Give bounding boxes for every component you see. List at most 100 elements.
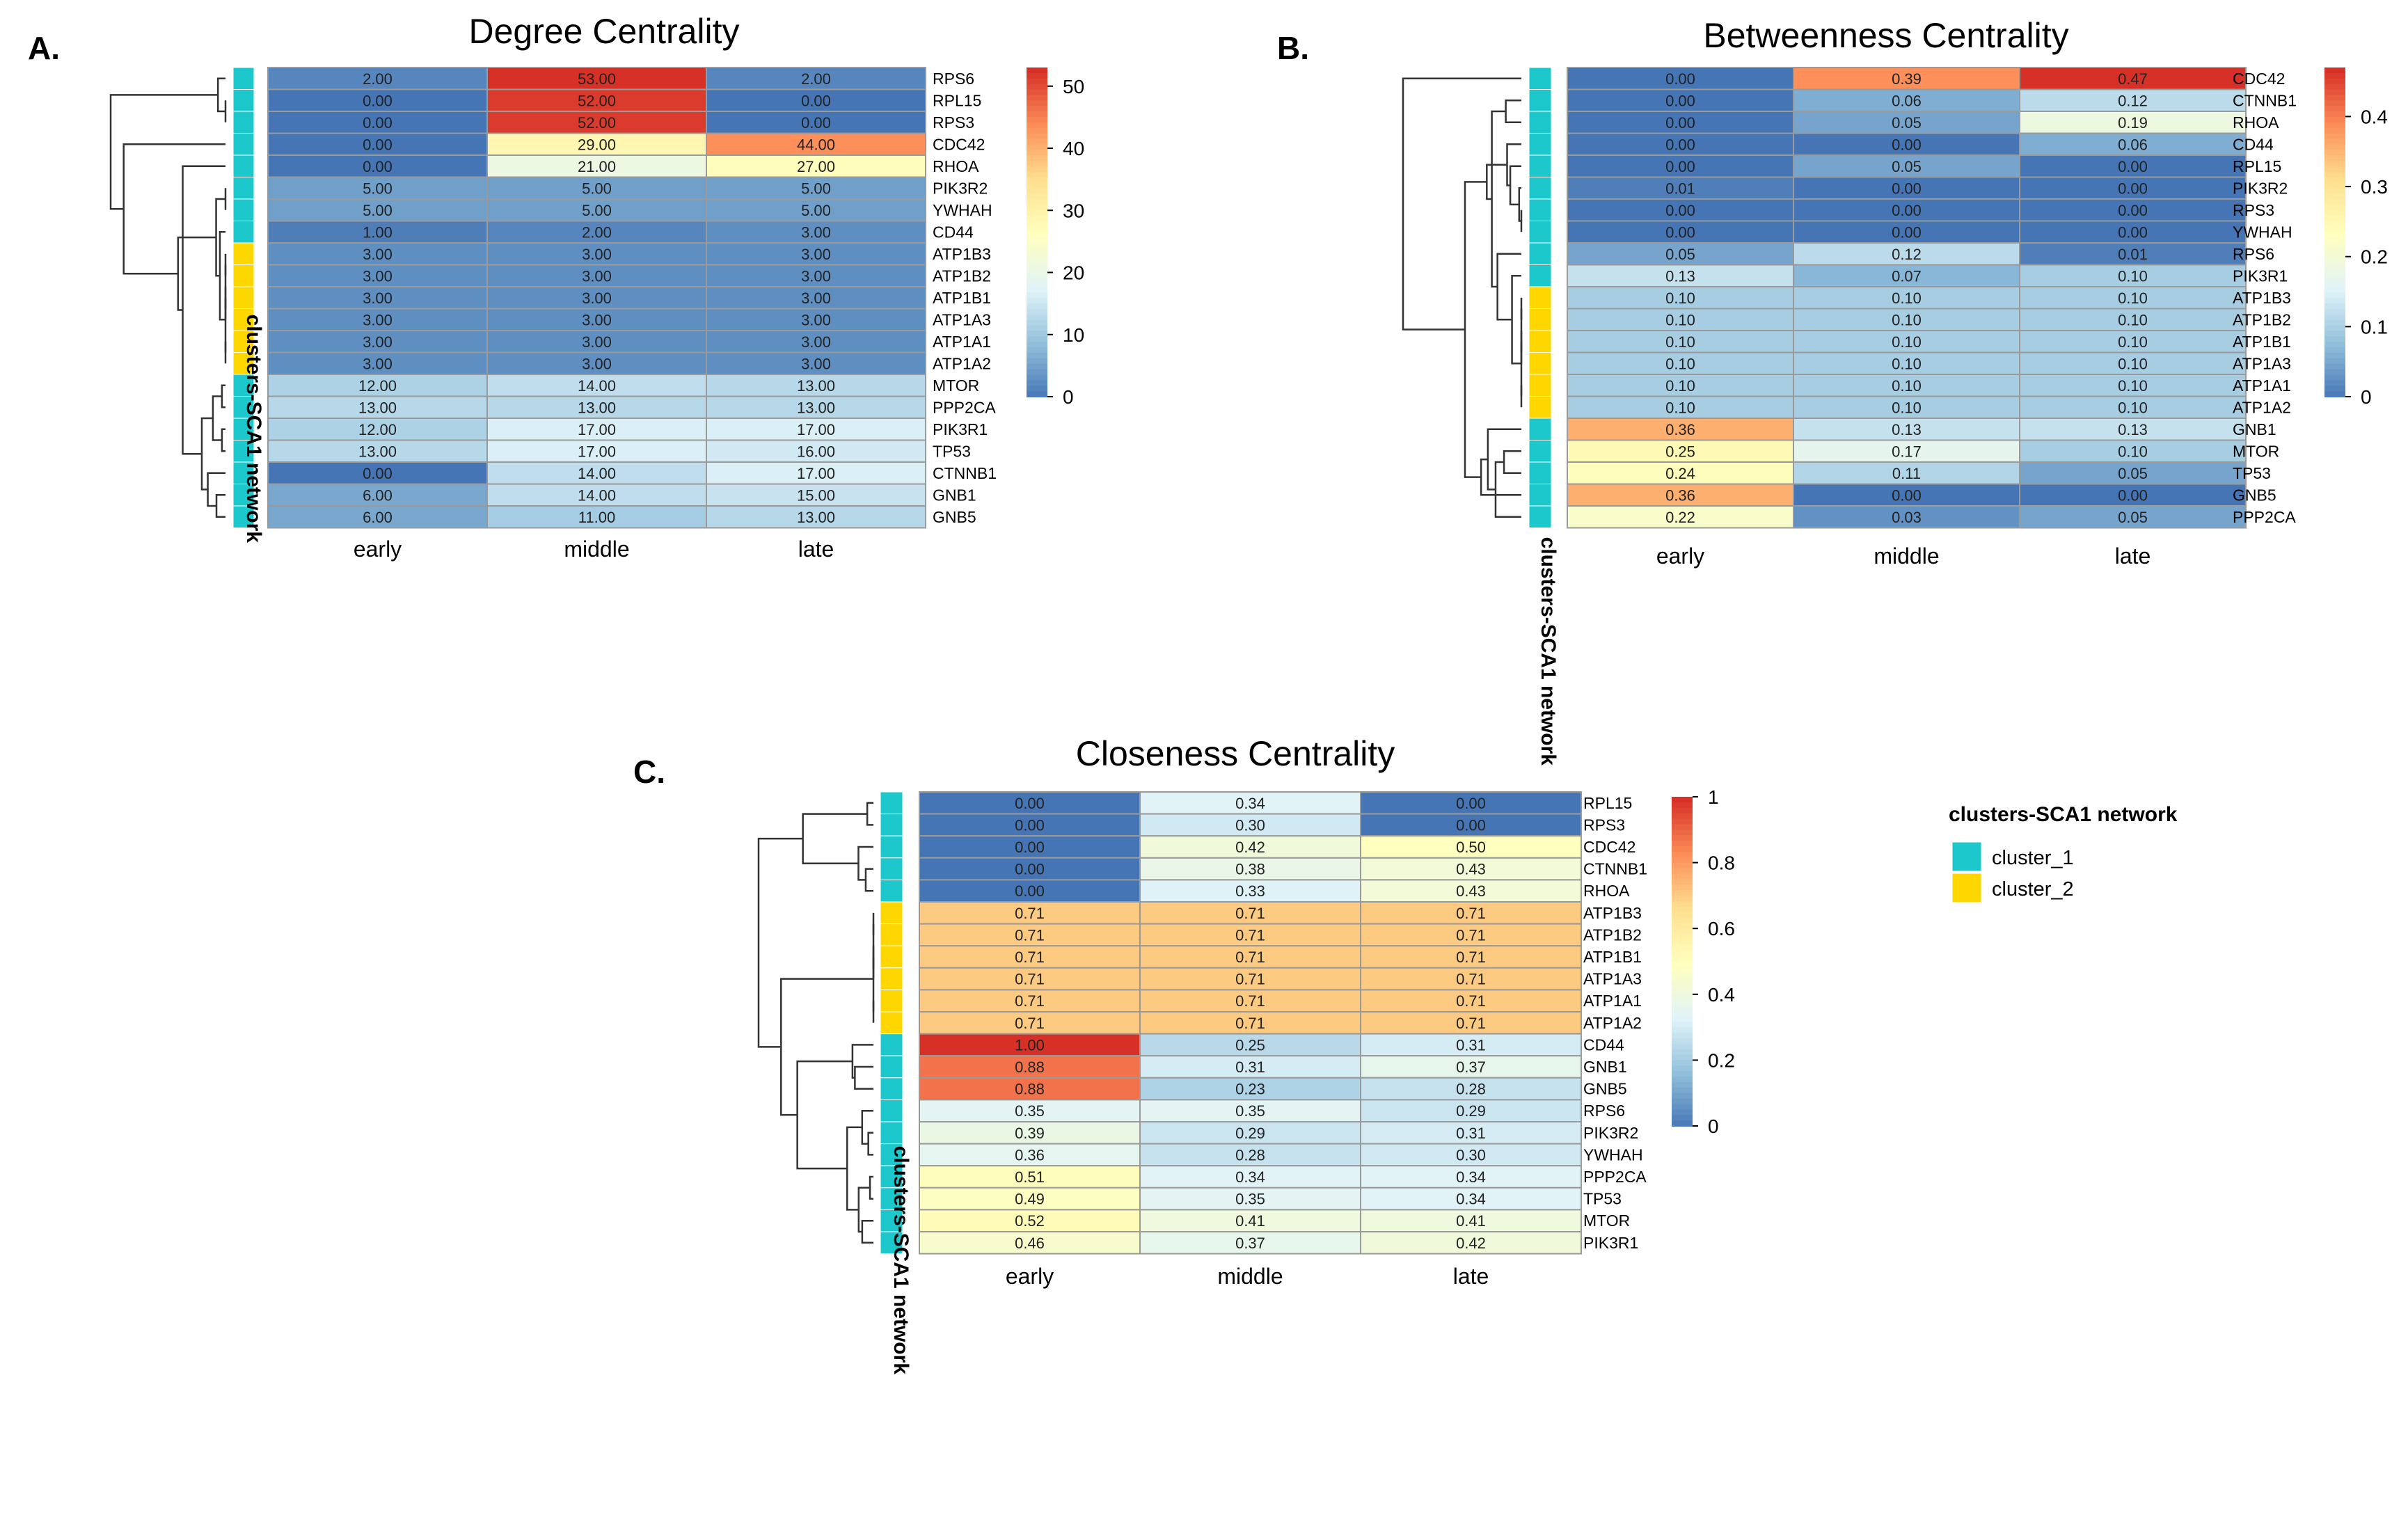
cluster-annotation-cell <box>880 923 903 946</box>
dendrogram-branch <box>1464 181 1487 478</box>
cluster-annotation-cell <box>232 505 255 528</box>
colorbar-segment <box>1027 100 1047 107</box>
heatmap-cell <box>1360 967 1582 991</box>
cell-value-label: 0.71 <box>1235 1015 1265 1032</box>
cell-value-label: 0.28 <box>1235 1146 1265 1164</box>
cell-value-label: 0.42 <box>1235 839 1265 856</box>
cell-value-label: 3.00 <box>801 333 831 351</box>
cell-value-label: 0.03 <box>1892 509 1922 526</box>
colorbar-segment <box>1027 221 1047 228</box>
cell-value-label: 3.00 <box>363 246 393 263</box>
colorbar-segment <box>2324 144 2345 151</box>
row-label: ATP1A3 <box>2233 354 2291 372</box>
heatmap-cell <box>1567 286 1794 310</box>
cluster-annotation-cell <box>880 1033 903 1056</box>
colorbar-segment <box>2324 391 2345 397</box>
heatmap-cell <box>267 220 488 244</box>
legend-item-label: cluster_2 <box>1992 878 2074 900</box>
cluster-annotation-cell <box>880 1143 903 1166</box>
row-label: ATP1B1 <box>2233 333 2291 351</box>
cell-value-label: 0.10 <box>2118 333 2148 351</box>
cell-value-label: 0.50 <box>1456 839 1486 856</box>
colorbar-segment <box>1672 978 1693 985</box>
row-label: RPS3 <box>933 113 974 132</box>
colorbar-segment <box>2324 243 2345 250</box>
colorbar-segment <box>1027 232 1047 239</box>
cluster-annotation-cell <box>1528 461 1552 484</box>
cell-value-label: 0.31 <box>1456 1125 1486 1142</box>
cell-value-label: 0.34 <box>1235 795 1265 812</box>
row-label: ATP1B3 <box>2233 289 2291 307</box>
colorbar-segment <box>2324 177 2345 184</box>
heatmap-cell <box>2019 505 2247 529</box>
heatmap-cell <box>919 813 1141 837</box>
colorbar-segment <box>2324 171 2345 178</box>
colorbar-tick-label: 0.6 <box>1708 918 1735 939</box>
cell-value-label: 0.10 <box>2118 289 2148 307</box>
cell-value-label: 0.00 <box>1892 136 1922 153</box>
cluster-annotation-cell <box>1528 177 1552 200</box>
heatmap-cell <box>2019 198 2247 222</box>
colorbar-segment <box>1672 983 1693 990</box>
heatmap-cell <box>706 439 926 463</box>
row-label: ATP1A2 <box>1583 1014 1642 1032</box>
cluster-annotation-cell <box>1528 374 1552 397</box>
cell-value-label: 0.10 <box>1665 355 1695 372</box>
row-dendrogram <box>757 802 875 1244</box>
cluster-annotation-cell <box>1528 133 1552 156</box>
cell-value-label: 0.11 <box>1892 465 1921 482</box>
row-label: PIK3R1 <box>933 420 988 438</box>
cluster-annotation-cell <box>232 67 255 90</box>
column-label: middle <box>1874 543 1939 569</box>
cluster-annotation-cell <box>1528 505 1552 528</box>
heatmap-cell <box>1793 505 2020 529</box>
dendrogram-branch <box>1518 187 1521 222</box>
cluster-annotation-cell <box>1528 484 1552 507</box>
heatmap-cell <box>1793 439 2020 463</box>
colorbar-segment <box>1027 188 1047 195</box>
colorbar-segment <box>2324 150 2345 157</box>
cell-value-label: 0.71 <box>1235 926 1265 944</box>
row-label: ATP1A3 <box>933 310 991 328</box>
colorbar-segment <box>1027 72 1047 79</box>
colorbar-segment <box>2324 352 2345 359</box>
colorbar-segment <box>1672 917 1693 924</box>
colorbar-segment <box>2324 276 2345 283</box>
cell-value-label: 0.00 <box>2118 158 2148 175</box>
colorbar-segment <box>1672 950 1693 957</box>
heatmap-cell <box>706 220 926 244</box>
cell-value-label: 0.25 <box>1665 443 1695 460</box>
cluster-annotation-cell <box>1528 418 1552 440</box>
cell-value-label: 0.47 <box>2118 70 2148 88</box>
colorbar-segment <box>1672 851 1693 858</box>
row-label: RPL15 <box>933 91 981 109</box>
colorbar-segment <box>2324 386 2345 392</box>
colorbar-segment <box>1027 166 1047 173</box>
cluster-annotation-cell <box>232 177 255 200</box>
colorbar-tick-label: 0.4 <box>1708 984 1735 1006</box>
colorbar: 1 0.8 0.6 0.4 0.2 0 <box>1672 786 1735 1137</box>
heatmap-cell <box>2019 461 2247 485</box>
row-label: GNB5 <box>2233 486 2276 504</box>
cell-value-label: 3.00 <box>801 311 831 328</box>
cluster-annotation-cell <box>1528 352 1552 375</box>
heatmap-cell <box>1360 1055 1582 1079</box>
cluster-annotation-cell <box>880 813 903 836</box>
cell-value-label: 5.00 <box>582 202 612 219</box>
cell-value-label: 6.00 <box>363 486 393 504</box>
cell-value-label: 0.10 <box>2118 355 2148 372</box>
colorbar-segment <box>1027 298 1047 304</box>
dendrogram-branch <box>200 417 213 491</box>
heatmap-cell <box>706 198 926 222</box>
row-label: ATP1A3 <box>1583 970 1642 988</box>
cell-value-label: 0.51 <box>1015 1168 1045 1186</box>
heatmap-cell <box>706 132 926 156</box>
colorbar-segment <box>1027 264 1047 271</box>
heatmap-cell <box>1567 242 1794 266</box>
row-label: TP53 <box>933 442 971 460</box>
row-label: RPS6 <box>2233 245 2274 263</box>
cell-value-label: 0.10 <box>1665 311 1695 328</box>
row-label: CDC42 <box>1583 838 1635 856</box>
cell-value-label: 0.46 <box>1015 1235 1045 1252</box>
cell-value-label: 2.00 <box>801 70 831 88</box>
